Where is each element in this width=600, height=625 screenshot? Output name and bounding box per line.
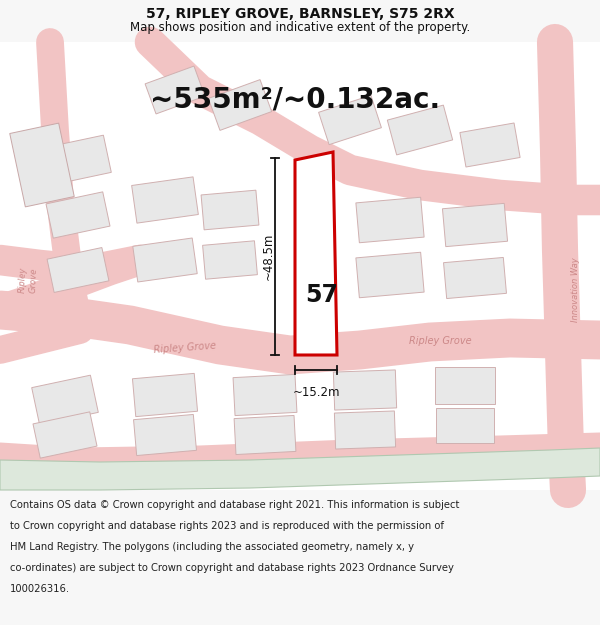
Polygon shape — [356, 198, 424, 242]
Polygon shape — [133, 238, 197, 282]
Polygon shape — [201, 190, 259, 230]
Polygon shape — [435, 366, 495, 404]
Polygon shape — [334, 370, 397, 410]
Polygon shape — [356, 253, 424, 298]
Polygon shape — [10, 123, 74, 207]
Text: HM Land Registry. The polygons (including the associated geometry, namely x, y: HM Land Registry. The polygons (includin… — [10, 542, 414, 552]
Text: 100026316.: 100026316. — [10, 584, 70, 594]
Polygon shape — [46, 192, 110, 238]
Text: Ripley Grove: Ripley Grove — [154, 341, 217, 355]
Polygon shape — [234, 416, 296, 454]
Polygon shape — [133, 373, 197, 417]
Polygon shape — [436, 408, 494, 442]
Polygon shape — [203, 241, 257, 279]
Text: 57, RIPLEY GROVE, BARNSLEY, S75 2RX: 57, RIPLEY GROVE, BARNSLEY, S75 2RX — [146, 7, 454, 21]
Polygon shape — [47, 248, 109, 292]
Polygon shape — [233, 374, 297, 416]
Polygon shape — [0, 448, 600, 490]
Text: ~535m²/~0.132ac.: ~535m²/~0.132ac. — [150, 86, 440, 114]
Text: Ripley Grove: Ripley Grove — [409, 336, 472, 346]
Text: Ripley
Grove: Ripley Grove — [18, 267, 38, 293]
Polygon shape — [442, 203, 508, 247]
Text: Innovation Way: Innovation Way — [571, 258, 580, 322]
Polygon shape — [33, 412, 97, 458]
Polygon shape — [460, 123, 520, 167]
Text: to Crown copyright and database rights 2023 and is reproduced with the permissio: to Crown copyright and database rights 2… — [10, 521, 444, 531]
Polygon shape — [208, 79, 272, 131]
Polygon shape — [32, 375, 98, 425]
Text: 57: 57 — [305, 283, 338, 307]
Polygon shape — [145, 66, 205, 114]
Polygon shape — [388, 105, 452, 155]
Text: ~48.5m: ~48.5m — [262, 232, 275, 280]
Polygon shape — [45, 135, 111, 185]
Polygon shape — [334, 411, 395, 449]
Text: co-ordinates) are subject to Crown copyright and database rights 2023 Ordnance S: co-ordinates) are subject to Crown copyr… — [10, 563, 454, 573]
Text: ~15.2m: ~15.2m — [292, 386, 340, 399]
Bar — [0, 42, 600, 490]
Text: Contains OS data © Crown copyright and database right 2021. This information is : Contains OS data © Crown copyright and d… — [10, 500, 460, 510]
Polygon shape — [319, 96, 382, 144]
Polygon shape — [134, 414, 196, 456]
Polygon shape — [295, 152, 337, 355]
Polygon shape — [131, 177, 199, 223]
Polygon shape — [443, 258, 506, 299]
Text: Map shows position and indicative extent of the property.: Map shows position and indicative extent… — [130, 21, 470, 34]
